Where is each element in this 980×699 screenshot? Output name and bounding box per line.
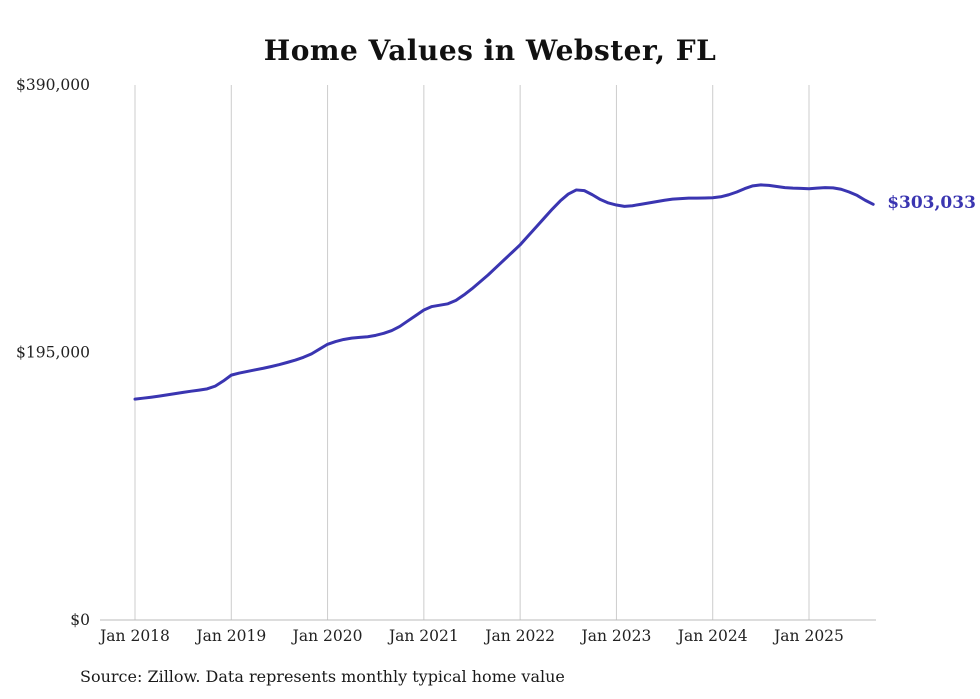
x-tick-label: Jan 2019 [194, 627, 266, 645]
x-tick-label: Jan 2018 [98, 627, 170, 645]
y-tick-label: $195,000 [16, 344, 90, 362]
x-tick-label: Jan 2021 [387, 627, 459, 645]
x-tick-label: Jan 2025 [772, 627, 844, 645]
x-tick-label: Jan 2024 [676, 627, 748, 645]
chart-title: Home Values in Webster, FL [263, 34, 717, 67]
y-tick-label: $390,000 [16, 76, 90, 94]
x-tick-label: Jan 2020 [291, 627, 363, 645]
x-tick-label: Jan 2022 [483, 627, 555, 645]
home-value-line [133, 183, 875, 401]
source-note: Source: Zillow. Data represents monthly … [80, 667, 565, 686]
x-tick-label: Jan 2023 [580, 627, 652, 645]
latest-value-label: $303,033 [887, 193, 976, 214]
y-tick-label: $0 [70, 611, 90, 629]
